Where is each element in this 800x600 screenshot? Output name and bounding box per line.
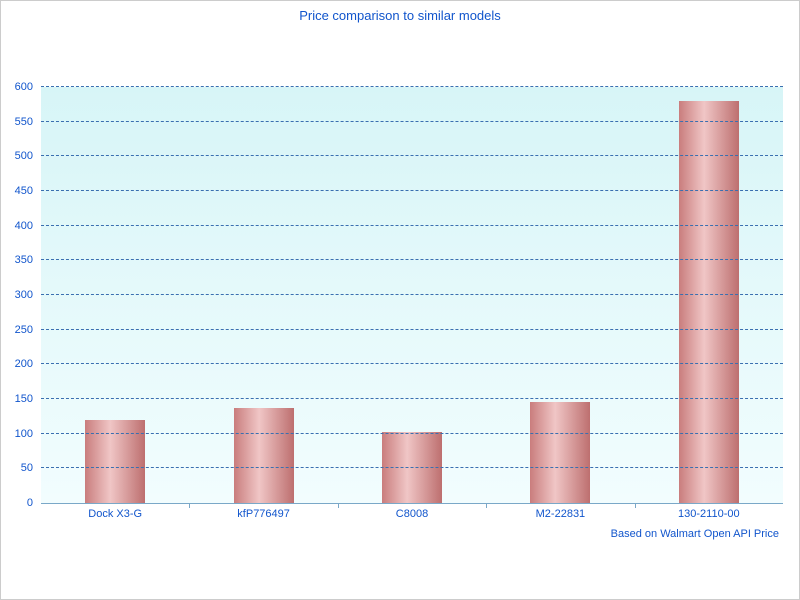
category-band: [189, 87, 337, 503]
x-label-kfP776497: kfP776497: [237, 508, 290, 520]
gridline: [41, 363, 783, 365]
bar-Dock X3-G: [85, 419, 146, 503]
bar-kfP776497: [233, 408, 294, 503]
x-label-130-2110-00: 130-2110-00: [678, 508, 740, 520]
y-axis: 0 50 100 150 200 250 300 350 400 450 500 550 600: [1, 81, 37, 509]
x-tick: [189, 503, 191, 508]
x-label-M2-22831: M2-22831: [535, 508, 586, 520]
gridline: [41, 467, 783, 469]
y-tick-label: 300: [14, 289, 33, 301]
y-tick-label: 450: [14, 185, 33, 197]
category-band: [338, 87, 486, 503]
y-tick-label: 200: [14, 358, 33, 371]
y-tick-label: 100: [14, 427, 33, 440]
y-tick-label: 350: [14, 254, 33, 267]
x-axis-labels: Dock X3-G kfP776497 C8008 M2-22831 130-2110-…: [41, 508, 783, 520]
y-tick-label: 400: [14, 219, 33, 232]
gridline: [41, 398, 783, 399]
gridline: [41, 224, 783, 226]
x-tick: [486, 503, 488, 508]
y-tick-label: 550: [14, 115, 33, 128]
gridline: [41, 120, 783, 122]
bar-M2-22831: [530, 401, 591, 503]
gridline: [41, 328, 783, 330]
x-label-Dock X3-G: Dock X3-G: [88, 508, 143, 520]
plot-area: [41, 86, 783, 508]
category-band: [486, 87, 634, 503]
chart-title: Price comparison to similar models: [299, 8, 501, 23]
y-tick-label: 250: [14, 323, 33, 336]
x-tick: [634, 503, 636, 508]
y-tick-label: 500: [14, 150, 33, 163]
y-tick-label: 150: [14, 393, 33, 405]
bar-130-2110-00: [678, 100, 739, 503]
gridline: [41, 294, 783, 295]
chart-footnote: Based on Walmart Open API Price: [610, 528, 779, 540]
x-tick: [337, 503, 339, 508]
gridline: [41, 155, 783, 157]
category-band: [41, 87, 189, 503]
gridline: [41, 259, 783, 261]
category-band: [635, 87, 783, 503]
y-tick-label: 50: [20, 462, 33, 475]
gridline: [41, 432, 783, 434]
y-tick-label: 0: [26, 497, 33, 509]
gridline: [41, 190, 783, 191]
y-tick-label: 600: [14, 81, 33, 93]
x-label-C8008: C8008: [395, 508, 429, 520]
bar-bands: [41, 87, 783, 503]
gridline: [41, 86, 783, 87]
